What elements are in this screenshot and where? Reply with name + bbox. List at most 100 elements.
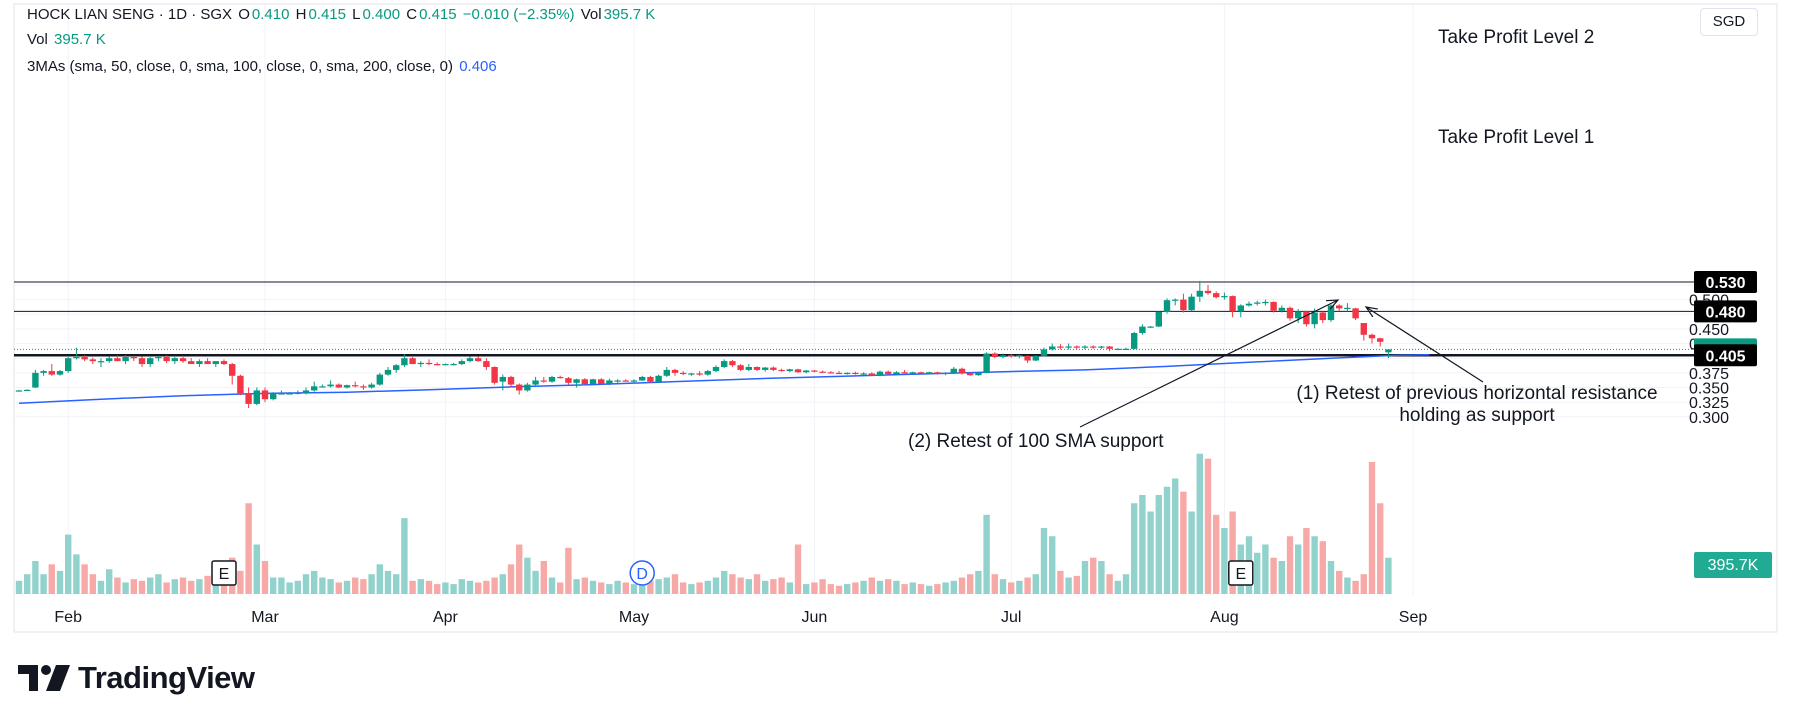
candle-body (499, 376, 506, 382)
symbol-title[interactable]: HOCK LIAN SENG · 1D · SGX (27, 6, 233, 23)
price-tag-label: 0.530 (1705, 275, 1745, 292)
candle-body (1254, 302, 1261, 304)
time-axis: Feb Mar Apr May Jun Jul Aug Sep (54, 609, 1427, 626)
candle (565, 376, 572, 385)
volume-bar (958, 577, 966, 594)
candle (286, 392, 293, 395)
horizontal-lines (14, 281, 1698, 357)
candle (409, 357, 416, 365)
candle-body (384, 369, 392, 375)
volume-bar (917, 584, 925, 594)
candle-body (1245, 303, 1253, 306)
candle (1098, 345, 1105, 349)
price-tag: 0.530 (1694, 271, 1757, 294)
volume-bar (630, 584, 638, 594)
candle (663, 366, 670, 377)
volume-bar (729, 574, 736, 594)
candle-body (876, 371, 884, 376)
price-tag: 0.405 (1694, 344, 1757, 367)
candle (1377, 337, 1384, 347)
volume-bar (811, 582, 818, 594)
volume-bar (1057, 570, 1064, 594)
candle (655, 374, 662, 383)
volume-tag: 395.7K (1694, 552, 1772, 578)
volume-bar (1254, 552, 1261, 594)
change-value: −0.010 (−2.35%) (462, 6, 575, 23)
candle-body (1221, 296, 1228, 298)
candle-body (1377, 338, 1384, 342)
candle-body (1122, 348, 1130, 351)
volume-bar (319, 577, 326, 594)
volume-bar (794, 544, 802, 594)
candle (425, 359, 433, 366)
candle (245, 387, 252, 409)
volume-bar (1049, 536, 1056, 594)
candle-body (967, 373, 974, 376)
candle-body (827, 372, 834, 374)
open-label: O (238, 6, 250, 23)
candle (1049, 343, 1056, 351)
candle-body (319, 386, 326, 388)
retest-resistance-line1: (1) Retest of previous horizontal resist… (1296, 383, 1658, 404)
candle (811, 369, 818, 373)
candle (975, 372, 982, 376)
candle-body (721, 361, 728, 367)
volume-bar (835, 585, 843, 594)
candle (1270, 301, 1277, 313)
candle-body (97, 361, 105, 363)
candle (1131, 331, 1138, 350)
volume-legend[interactable]: Vol 395.7 K (27, 31, 108, 48)
retest-sma-note: (2) Retest of 100 SMA support (908, 431, 1164, 452)
candle-body (1229, 296, 1236, 312)
candle-body (770, 367, 777, 370)
candle (516, 383, 523, 395)
volume-bar (934, 584, 941, 594)
candle-body (1098, 346, 1105, 348)
candle (1237, 304, 1244, 318)
candle (343, 384, 351, 389)
volume-bar (130, 579, 137, 594)
candle-body (589, 379, 597, 384)
candle (1180, 293, 1187, 313)
volume-tag-bg (1694, 552, 1772, 578)
price-tag-label: 0.480 (1705, 304, 1745, 321)
candle-body (278, 393, 285, 395)
volume-bar (32, 561, 39, 594)
candle (499, 374, 506, 391)
tradingview-logo[interactable]: TradingView (18, 660, 255, 696)
candle (548, 375, 556, 383)
candle (753, 366, 761, 372)
candle-body (425, 362, 433, 365)
volume-bar (212, 579, 219, 594)
candle-body (1213, 293, 1220, 298)
candle-body (573, 379, 580, 383)
candle (122, 355, 129, 365)
volume-bar (1131, 503, 1138, 594)
candle (163, 355, 170, 363)
candle (475, 356, 482, 362)
candle-body (65, 358, 72, 372)
volume-bar (491, 577, 498, 594)
volume-bar (975, 570, 982, 594)
candle-body (1319, 312, 1326, 321)
candle-body (188, 361, 195, 365)
candle-body (909, 372, 916, 374)
candle (827, 371, 834, 374)
volume-bar (253, 544, 260, 594)
indicator-legend[interactable]: 3MAs (sma, 50, close, 0, sma, 100, close… (27, 58, 499, 75)
currency-button[interactable]: SGD (1700, 8, 1758, 36)
volume-bar (598, 582, 605, 594)
candle-body (1344, 307, 1351, 310)
vol-row-label: Vol (27, 31, 48, 48)
candle (130, 355, 137, 362)
candle (196, 359, 203, 367)
volume-bar (999, 579, 1007, 594)
volume-bar (179, 577, 187, 594)
candle (311, 381, 318, 392)
candle (778, 368, 785, 372)
volume-bar (1377, 503, 1384, 594)
candle-body (48, 371, 55, 375)
candle (721, 359, 728, 369)
candle (56, 369, 64, 376)
